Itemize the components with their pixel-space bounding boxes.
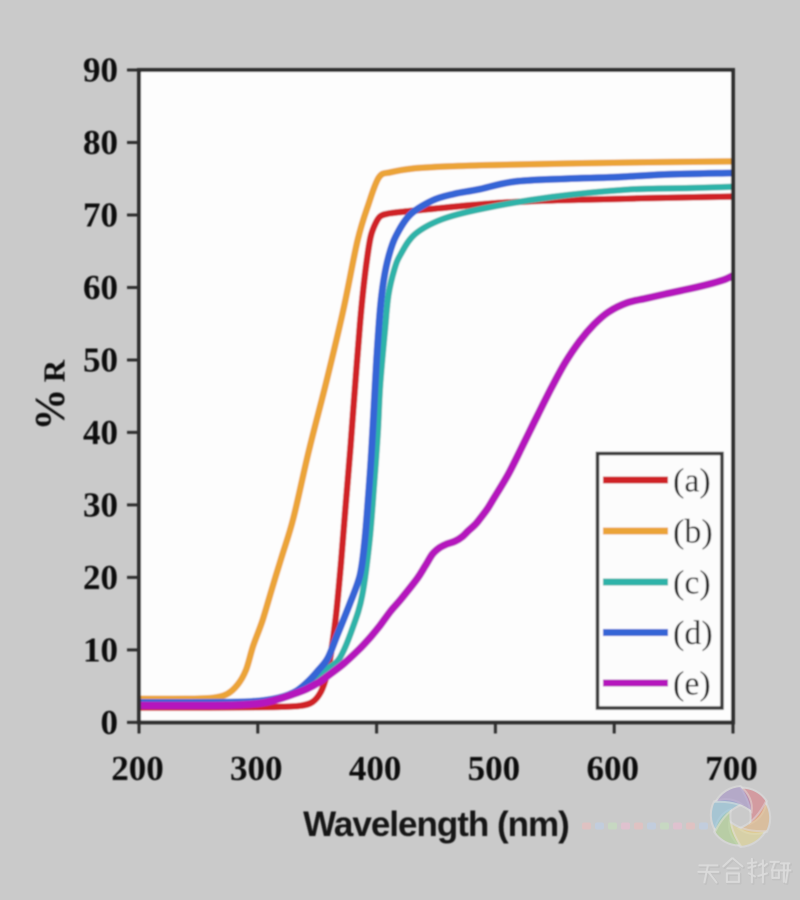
svg-text:20: 20 [83, 558, 118, 597]
svg-text:(e): (e) [673, 666, 711, 703]
svg-text:R: R [37, 359, 72, 382]
svg-text:0: 0 [101, 703, 119, 742]
svg-text:(c): (c) [673, 565, 711, 602]
svg-text:90: 90 [83, 51, 118, 90]
svg-text:%: % [28, 389, 74, 431]
svg-text:40: 40 [83, 413, 118, 452]
svg-text:300: 300 [230, 749, 283, 788]
svg-text:80: 80 [83, 123, 118, 162]
svg-text:(b): (b) [673, 514, 713, 551]
svg-text:30: 30 [83, 485, 118, 524]
svg-text:60: 60 [83, 268, 118, 307]
svg-text:600: 600 [586, 749, 639, 788]
svg-text:10: 10 [83, 630, 118, 669]
svg-text:400: 400 [349, 749, 402, 788]
svg-text:(a): (a) [673, 463, 711, 500]
svg-text:200: 200 [111, 749, 164, 788]
svg-text:Wavelength (nm): Wavelength (nm) [303, 805, 569, 844]
svg-text:50: 50 [83, 341, 118, 380]
svg-text:700: 700 [705, 749, 758, 788]
svg-text:500: 500 [468, 749, 521, 788]
svg-text:70: 70 [83, 196, 118, 235]
svg-text:(d): (d) [673, 615, 713, 652]
